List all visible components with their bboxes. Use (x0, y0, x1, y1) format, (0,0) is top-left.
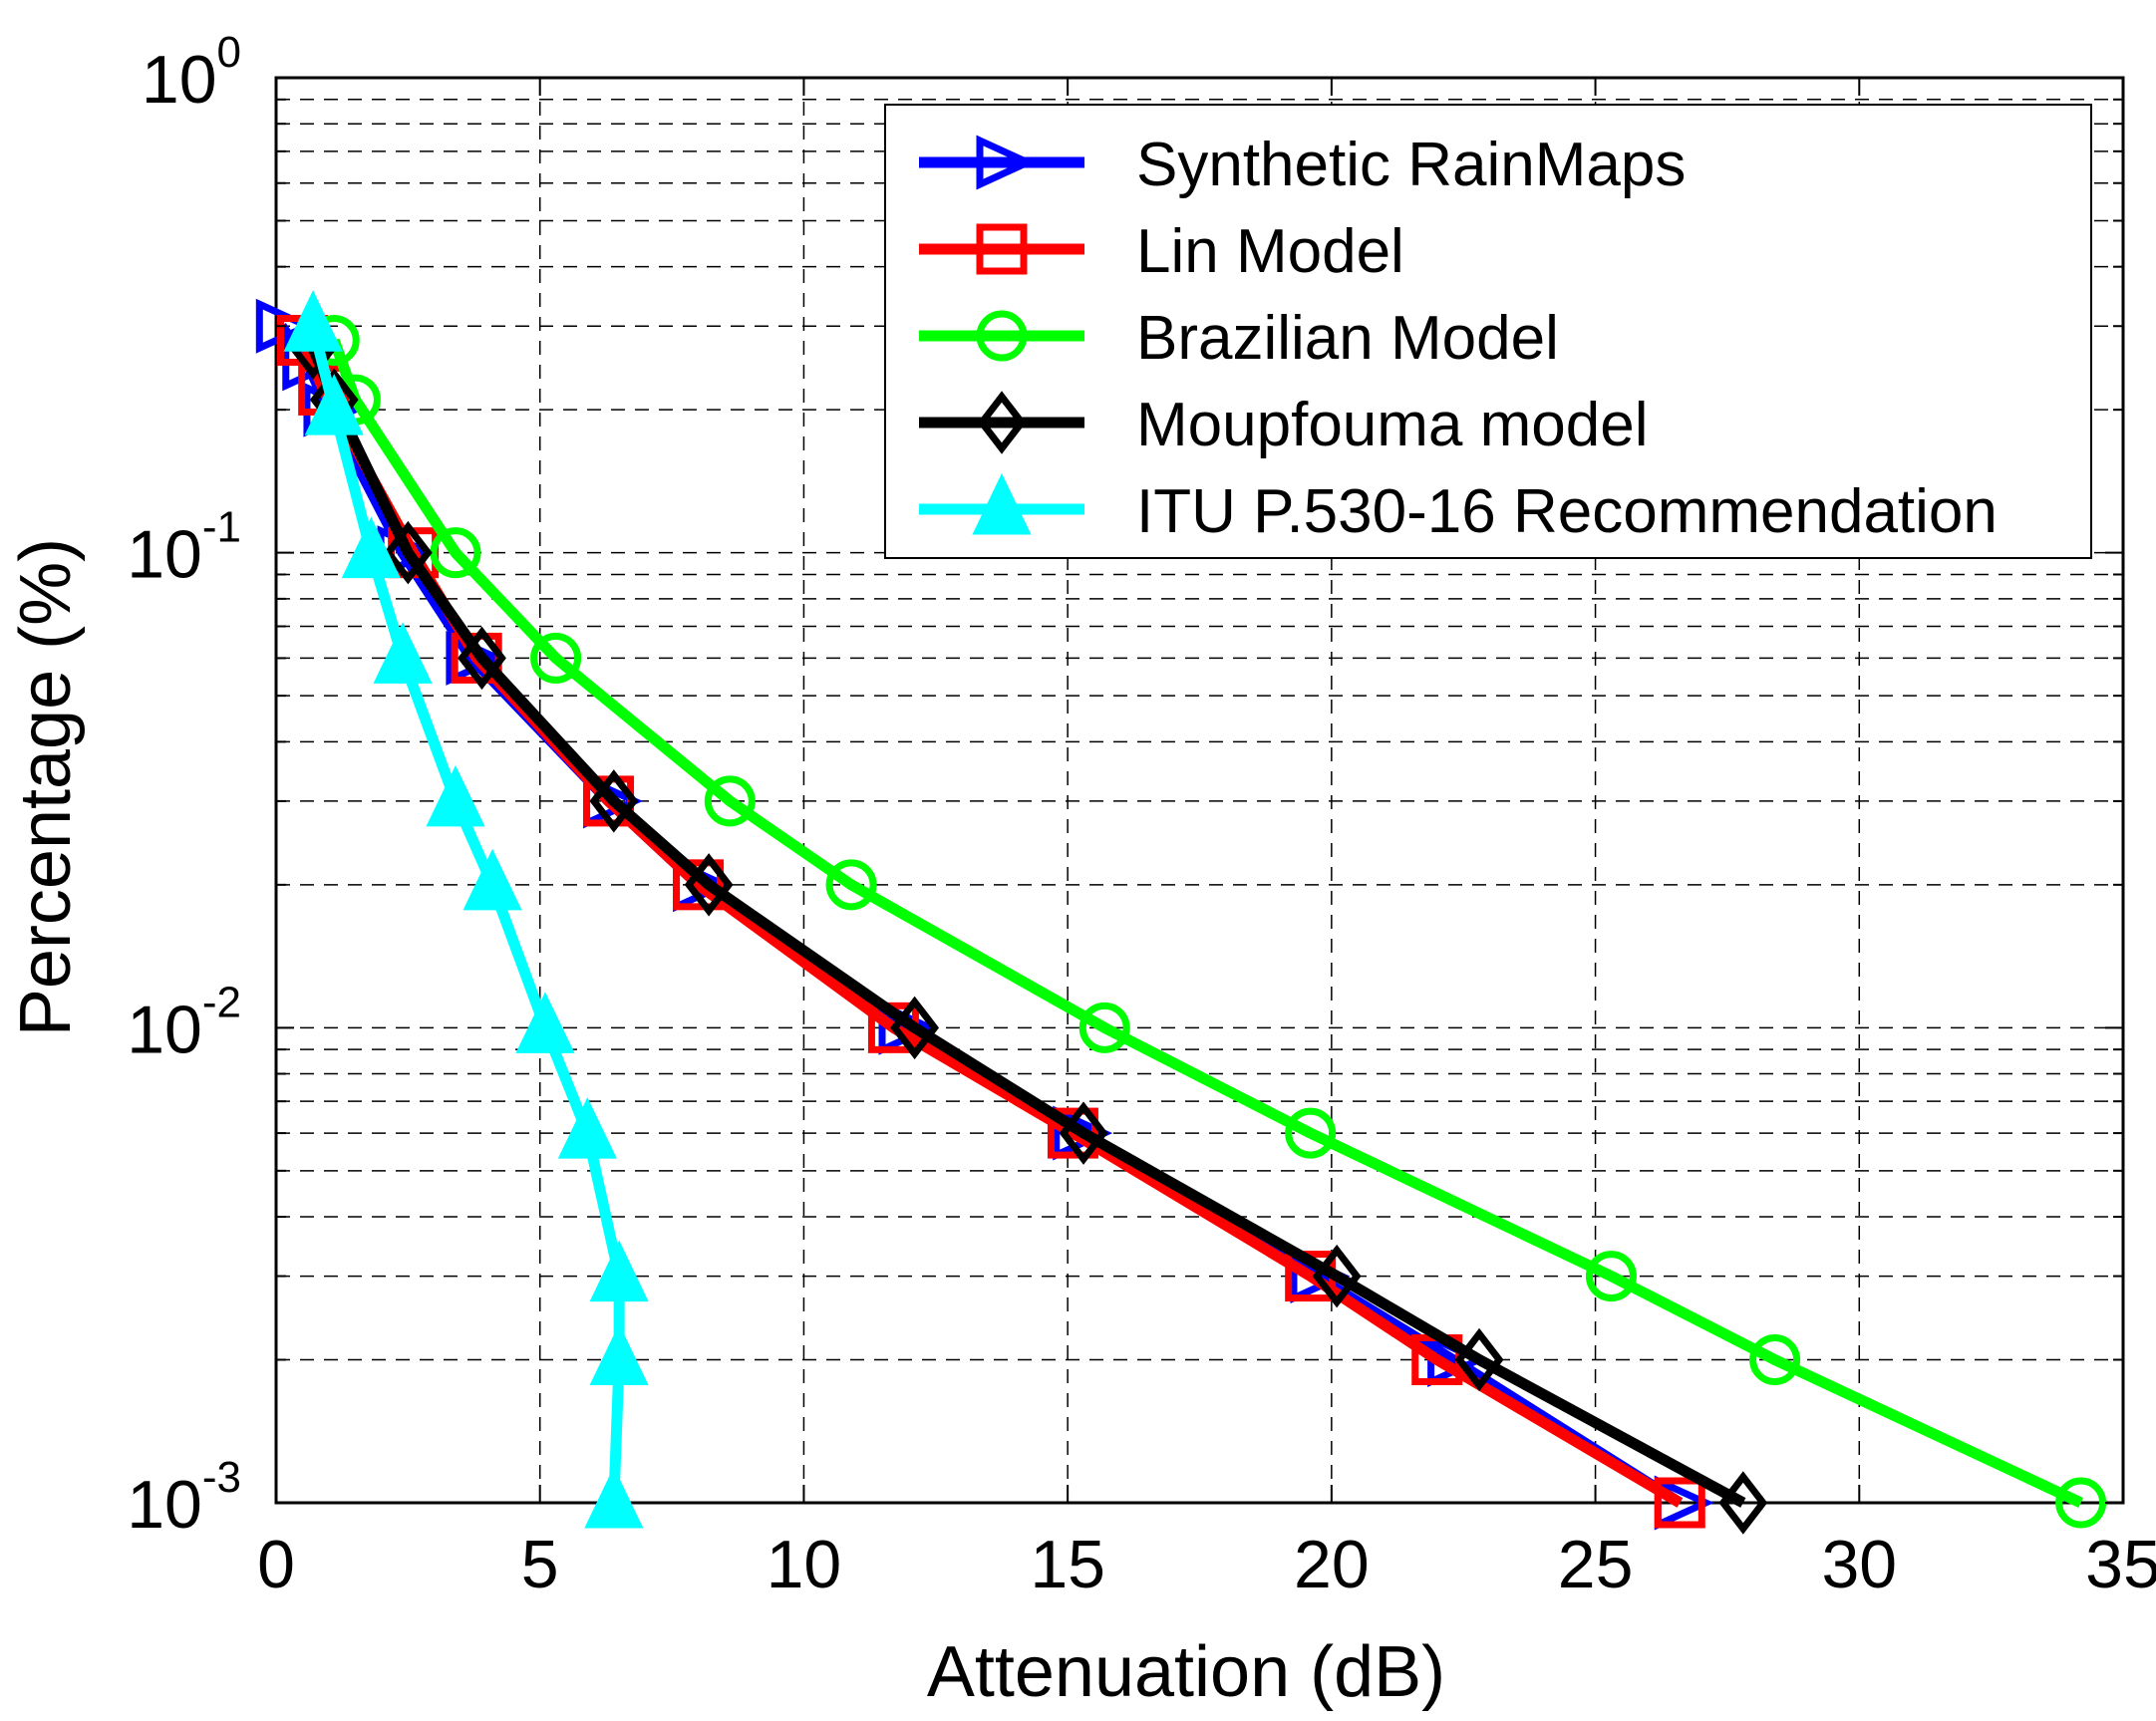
data-point (530, 632, 582, 684)
x-axis-label: Attenuation (dB) (927, 1632, 1445, 1712)
y-tick-label: 100 (142, 28, 241, 118)
data-point (1059, 1101, 1108, 1165)
y-tick-label: 10-1 (127, 503, 241, 593)
legend-label: ITU P.530-16 Recommendation (1136, 477, 1998, 546)
x-tick-label: 35 (2085, 1527, 2156, 1602)
data-point (1047, 1107, 1098, 1159)
x-tick-label: 30 (1821, 1527, 1897, 1602)
data-point (673, 859, 725, 911)
legend-label: Moupfouma model (1136, 391, 1649, 459)
x-tick-label: 5 (521, 1527, 559, 1602)
data-point (462, 848, 522, 911)
data-point (584, 1466, 644, 1529)
data-point (1053, 1105, 1113, 1161)
data-point (976, 223, 1028, 275)
data-point (890, 996, 940, 1060)
y-tick-label: 10-3 (127, 1453, 241, 1543)
series-layer (255, 290, 2107, 1535)
data-point (684, 853, 734, 917)
y-tick-label: 10-2 (127, 978, 241, 1067)
data-point (589, 1240, 649, 1302)
data-point (2055, 1477, 2107, 1529)
data-point (283, 290, 343, 352)
data-point (304, 374, 364, 435)
data-point (704, 775, 756, 827)
legend-entry: Lin Model (919, 217, 1404, 286)
x-tick-label: 0 (257, 1527, 295, 1602)
data-point (589, 1323, 649, 1386)
legend-entry: Moupfouma model (919, 391, 1649, 459)
data-point (977, 391, 1027, 454)
data-point (1078, 1002, 1130, 1053)
legend-items: Synthetic RainMaps Lin Model Brazilian Mod… (919, 131, 1998, 546)
data-point (1285, 1107, 1337, 1159)
data-point (1749, 1334, 1801, 1386)
x-tick-label: 25 (1558, 1527, 1634, 1602)
series-itu-p-530-16-recommendation (283, 290, 649, 1529)
axis-ticks: 0 5 10 15 20 25 30 35 100 10-1 10-2 10-3 (127, 28, 2156, 1602)
data-point (515, 992, 575, 1053)
data-point (1654, 1477, 1705, 1529)
data-point (557, 1096, 617, 1159)
data-point (825, 859, 877, 911)
legend-label: Brazilian Model (1136, 304, 1559, 373)
series-line (329, 338, 2083, 1508)
data-point (383, 520, 433, 585)
data-point (426, 764, 485, 827)
series-line (307, 345, 1746, 1508)
data-point (1585, 1251, 1637, 1302)
legend-entry: ITU P.530-16 Recommendation (919, 472, 1998, 546)
legend-box (884, 104, 2092, 559)
data-point (373, 622, 433, 684)
data-point (458, 626, 506, 691)
data-point (341, 516, 401, 579)
x-tick-label: 10 (767, 1527, 842, 1602)
data-point (589, 769, 639, 833)
data-point (1454, 1327, 1504, 1392)
legend-label: Synthetic RainMaps (1136, 131, 1686, 199)
series-line (307, 324, 625, 1504)
x-tick-label: 15 (1030, 1527, 1105, 1602)
data-point (1718, 1471, 1768, 1535)
legend-entry: Brazilian Model (919, 304, 1559, 373)
data-point (976, 310, 1028, 362)
x-tick-label: 20 (1294, 1527, 1370, 1602)
legend: Synthetic RainMaps Lin Model Brazilian Mod… (884, 104, 2092, 559)
legend-entry: Synthetic RainMaps (919, 131, 1686, 199)
y-axis-label: Percentage (%) (6, 538, 86, 1036)
plot-area-frame (274, 76, 2125, 1505)
data-point (1312, 1244, 1362, 1308)
legend-label: Lin Model (1136, 217, 1404, 286)
data-point (976, 135, 1037, 190)
data-point (430, 527, 481, 579)
data-point (972, 472, 1032, 535)
